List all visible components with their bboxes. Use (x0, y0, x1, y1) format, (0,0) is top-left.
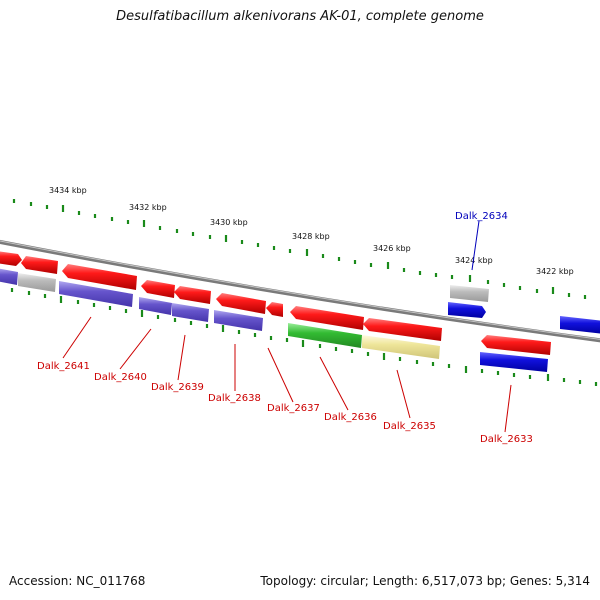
genome-backbone (0, 239, 600, 343)
gene-box-reverse[interactable] (172, 303, 209, 322)
gene-box-rna[interactable] (560, 316, 600, 334)
gene-arrow[interactable] (481, 335, 551, 355)
gene-label[interactable]: Dalk_2640 (94, 372, 147, 383)
gene-labels: Dalk_2641 Dalk_2640 Dalk_2639 Dalk_2638 … (37, 211, 533, 445)
gene-label[interactable]: Dalk_2636 (324, 412, 377, 423)
accession-text: Accession: NC_011768 (9, 574, 146, 588)
gene-arrow[interactable] (363, 318, 442, 341)
gene-arrow[interactable] (216, 293, 266, 314)
gene-arrow-rna[interactable] (448, 302, 486, 318)
gene-label[interactable]: Dalk_2639 (151, 382, 204, 393)
gene-arrow[interactable] (290, 306, 364, 330)
forward-strand-genes (0, 251, 551, 355)
reverse-strand-genes (0, 268, 600, 372)
scale-labels: 3434 kbp 3432 kbp 3430 kbp 3428 kbp 3426… (49, 186, 574, 276)
gene-label[interactable]: Dalk_2635 (383, 421, 436, 432)
gene-label[interactable]: Dalk_2638 (208, 393, 261, 404)
inner-tick-row (10, 288, 598, 386)
scale-label: 3422 kbp (536, 267, 574, 276)
gene-box-reverse[interactable] (214, 310, 263, 331)
gene-arrow[interactable] (0, 251, 22, 266)
gene-label[interactable]: Dalk_2634 (455, 211, 508, 222)
gene-box-reverse[interactable] (0, 268, 18, 285)
gene-arrow[interactable] (62, 264, 137, 290)
gene-arrow[interactable] (21, 256, 58, 274)
gene-box-yellow[interactable] (362, 335, 440, 359)
gene-arrow[interactable] (266, 302, 283, 317)
gene-box-gray[interactable] (18, 273, 56, 292)
gene-label[interactable]: Dalk_2633 (480, 434, 533, 445)
gene-arrow[interactable] (174, 286, 211, 304)
topology-text: Topology: circular; Length: 6,517,073 bp… (260, 574, 590, 588)
gene-label[interactable]: Dalk_2637 (267, 403, 320, 414)
gene-box-gray[interactable] (450, 285, 489, 302)
gene-box-reverse[interactable] (139, 297, 172, 315)
gene-box-green[interactable] (288, 323, 362, 348)
label-leader-lines (62, 220, 512, 433)
gene-box-reverse[interactable] (59, 281, 133, 307)
map-title: Desulfatibacillum alkenivorans AK-01, co… (116, 9, 484, 24)
scale-label: 3426 kbp (373, 244, 411, 253)
scale-label: 3434 kbp (49, 186, 87, 195)
scale-label: 3428 kbp (292, 232, 330, 241)
scale-label: 3430 kbp (210, 218, 248, 227)
gene-arrow[interactable] (141, 280, 175, 298)
gene-box-rna[interactable] (480, 352, 548, 372)
gene-label[interactable]: Dalk_2641 (37, 361, 90, 372)
outer-tick-row (12, 199, 587, 299)
scale-label: 3432 kbp (129, 203, 167, 212)
